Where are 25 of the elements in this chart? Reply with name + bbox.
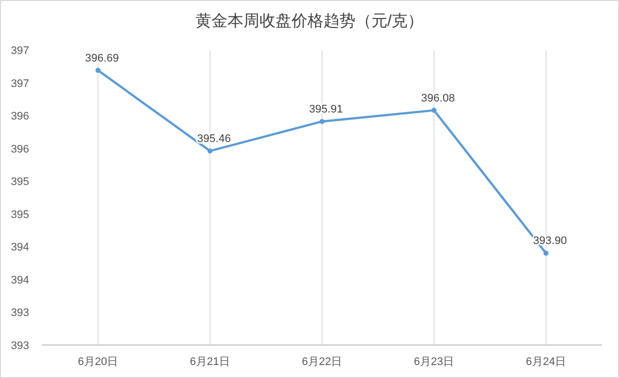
y-tick-label: 397 — [10, 78, 30, 90]
point — [96, 68, 100, 73]
y-tick-label: 394 — [10, 242, 30, 254]
y-tick-label: 396 — [10, 110, 30, 123]
chart-title: 黄金本周收盘价格趋势（元/克） — [195, 12, 424, 30]
point — [432, 108, 436, 113]
data-label: 395.46 — [197, 132, 231, 145]
y-tick-label: 397 — [10, 45, 30, 57]
y-tick-label: 395 — [10, 208, 30, 221]
y-tick-label: 393 — [10, 340, 30, 352]
x-tick-label: 6月23日 — [414, 356, 454, 368]
x-tick-label: 6月22日 — [302, 356, 342, 368]
y-tick-label: 394 — [10, 274, 30, 286]
y-tick-label: 396 — [10, 143, 30, 156]
data-label: 396.08 — [421, 92, 455, 104]
y-tick-label: 393 — [10, 307, 30, 320]
data-label: 396.69 — [85, 52, 119, 64]
point — [320, 118, 324, 124]
data-label: 395.91 — [309, 103, 343, 116]
x-tick-label: 6月20日 — [78, 356, 118, 368]
point — [208, 148, 212, 154]
x-tick-label: 6月21日 — [190, 356, 230, 368]
point — [544, 250, 548, 256]
y-tick-label: 395 — [10, 176, 30, 188]
x-tick-label: 6月24日 — [526, 356, 566, 368]
